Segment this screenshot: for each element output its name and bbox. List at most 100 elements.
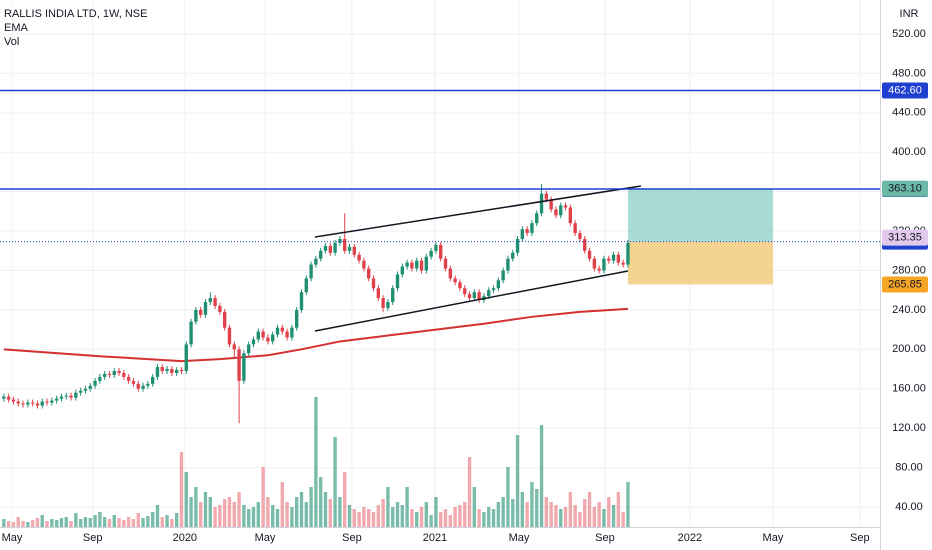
candle-body: [150, 376, 155, 384]
x-tick-label: 2021: [423, 532, 447, 544]
volume-bar: [247, 509, 251, 527]
candle-body: [54, 398, 59, 401]
volume-bar: [352, 509, 356, 527]
volume-bar: [251, 507, 256, 527]
volume-bar: [602, 509, 606, 527]
volume-bar: [419, 507, 424, 527]
candle-body: [314, 258, 318, 265]
candle-body: [251, 339, 256, 345]
x-tick-label: 2020: [173, 532, 197, 544]
y-tick-label: 120.00: [892, 422, 926, 434]
volume-bar: [530, 482, 534, 527]
candle-body: [64, 395, 68, 397]
candle-body: [400, 266, 404, 275]
volume-bar: [611, 505, 616, 527]
volume-bar: [304, 502, 308, 527]
indicator-label: EMA: [4, 22, 29, 34]
candle-body: [434, 244, 438, 251]
volume-bar: [227, 497, 232, 527]
candle-body: [141, 385, 145, 389]
volume-bar: [295, 497, 299, 527]
currency-label: INR: [900, 8, 919, 20]
volume-bar: [472, 487, 477, 527]
x-tick-label: Sep: [850, 532, 870, 544]
volume-bar: [223, 499, 227, 527]
stop-zone: [627, 241, 773, 285]
volume-bar: [616, 492, 621, 527]
candle-body: [386, 302, 390, 308]
volume-bar: [256, 502, 260, 527]
y-tick-label: 480.00: [892, 67, 926, 79]
candle-body: [35, 403, 40, 406]
volume-bar: [83, 517, 88, 527]
volume-bar: [50, 519, 54, 527]
candle-body: [592, 258, 597, 269]
candle-body: [299, 292, 304, 310]
y-tick-label: 240.00: [892, 304, 926, 316]
volume-bar: [242, 505, 246, 527]
y-tick-label: 520.00: [892, 28, 926, 40]
candle-body: [98, 376, 102, 381]
y-tick-label: 80.00: [895, 461, 923, 473]
volume-bar: [275, 509, 280, 527]
volume-bar: [511, 499, 515, 527]
x-tick-label: Sep: [595, 532, 615, 544]
candle-body: [122, 372, 126, 377]
candle-body: [83, 388, 88, 391]
candle-body: [323, 245, 328, 251]
volume-bar: [323, 492, 328, 527]
candle-body: [391, 288, 395, 303]
candle-body: [155, 367, 160, 377]
x-tick-label: Sep: [83, 532, 103, 544]
candle-body: [549, 199, 553, 210]
candle-body: [415, 260, 419, 269]
volume-bar: [453, 507, 457, 527]
volume-bar: [626, 482, 630, 527]
candle-body: [304, 278, 308, 293]
volume-bar: [2, 519, 6, 527]
candle-body: [21, 403, 25, 405]
price-tag: [882, 276, 928, 293]
volume-bar: [544, 497, 549, 527]
candle-body: [439, 244, 443, 259]
candle-body: [535, 213, 539, 224]
y-tick-label: 280.00: [892, 264, 926, 276]
candle-body: [179, 370, 184, 372]
volume-bar: [208, 497, 212, 527]
candle-body: [74, 392, 78, 398]
x-tick-label: May: [2, 532, 23, 544]
price-tag-label: 462.60: [888, 84, 922, 96]
y-tick-label: 200.00: [892, 343, 926, 355]
candle-body: [271, 334, 275, 342]
volume-bar: [405, 487, 409, 527]
candle-body: [611, 254, 616, 261]
volume-bar: [592, 507, 597, 527]
candle-body: [290, 327, 294, 338]
volume-bar: [482, 512, 486, 527]
candle-body: [112, 371, 116, 375]
volume-bar: [415, 512, 419, 527]
candle-body: [261, 331, 265, 338]
volume-bar: [467, 457, 472, 527]
candle-body: [170, 369, 174, 373]
volume-bar: [131, 519, 136, 527]
volume-bar: [146, 516, 150, 527]
candle-body: [477, 292, 481, 301]
volume-bar: [535, 489, 539, 527]
volume-bar: [16, 517, 20, 527]
volume-bar: [102, 517, 107, 527]
volume-bar: [343, 472, 347, 527]
candle-body: [573, 223, 577, 234]
candle-body: [102, 373, 107, 377]
volume-bar: [179, 452, 184, 527]
candle-body: [131, 380, 136, 384]
volume-bar: [563, 507, 568, 527]
candle-body: [525, 229, 529, 234]
volume-bar: [376, 505, 380, 527]
volume-bar: [78, 519, 83, 527]
volume-bar: [117, 518, 121, 527]
y-tick-label: 160.00: [892, 383, 926, 395]
candle-body: [578, 233, 582, 239]
